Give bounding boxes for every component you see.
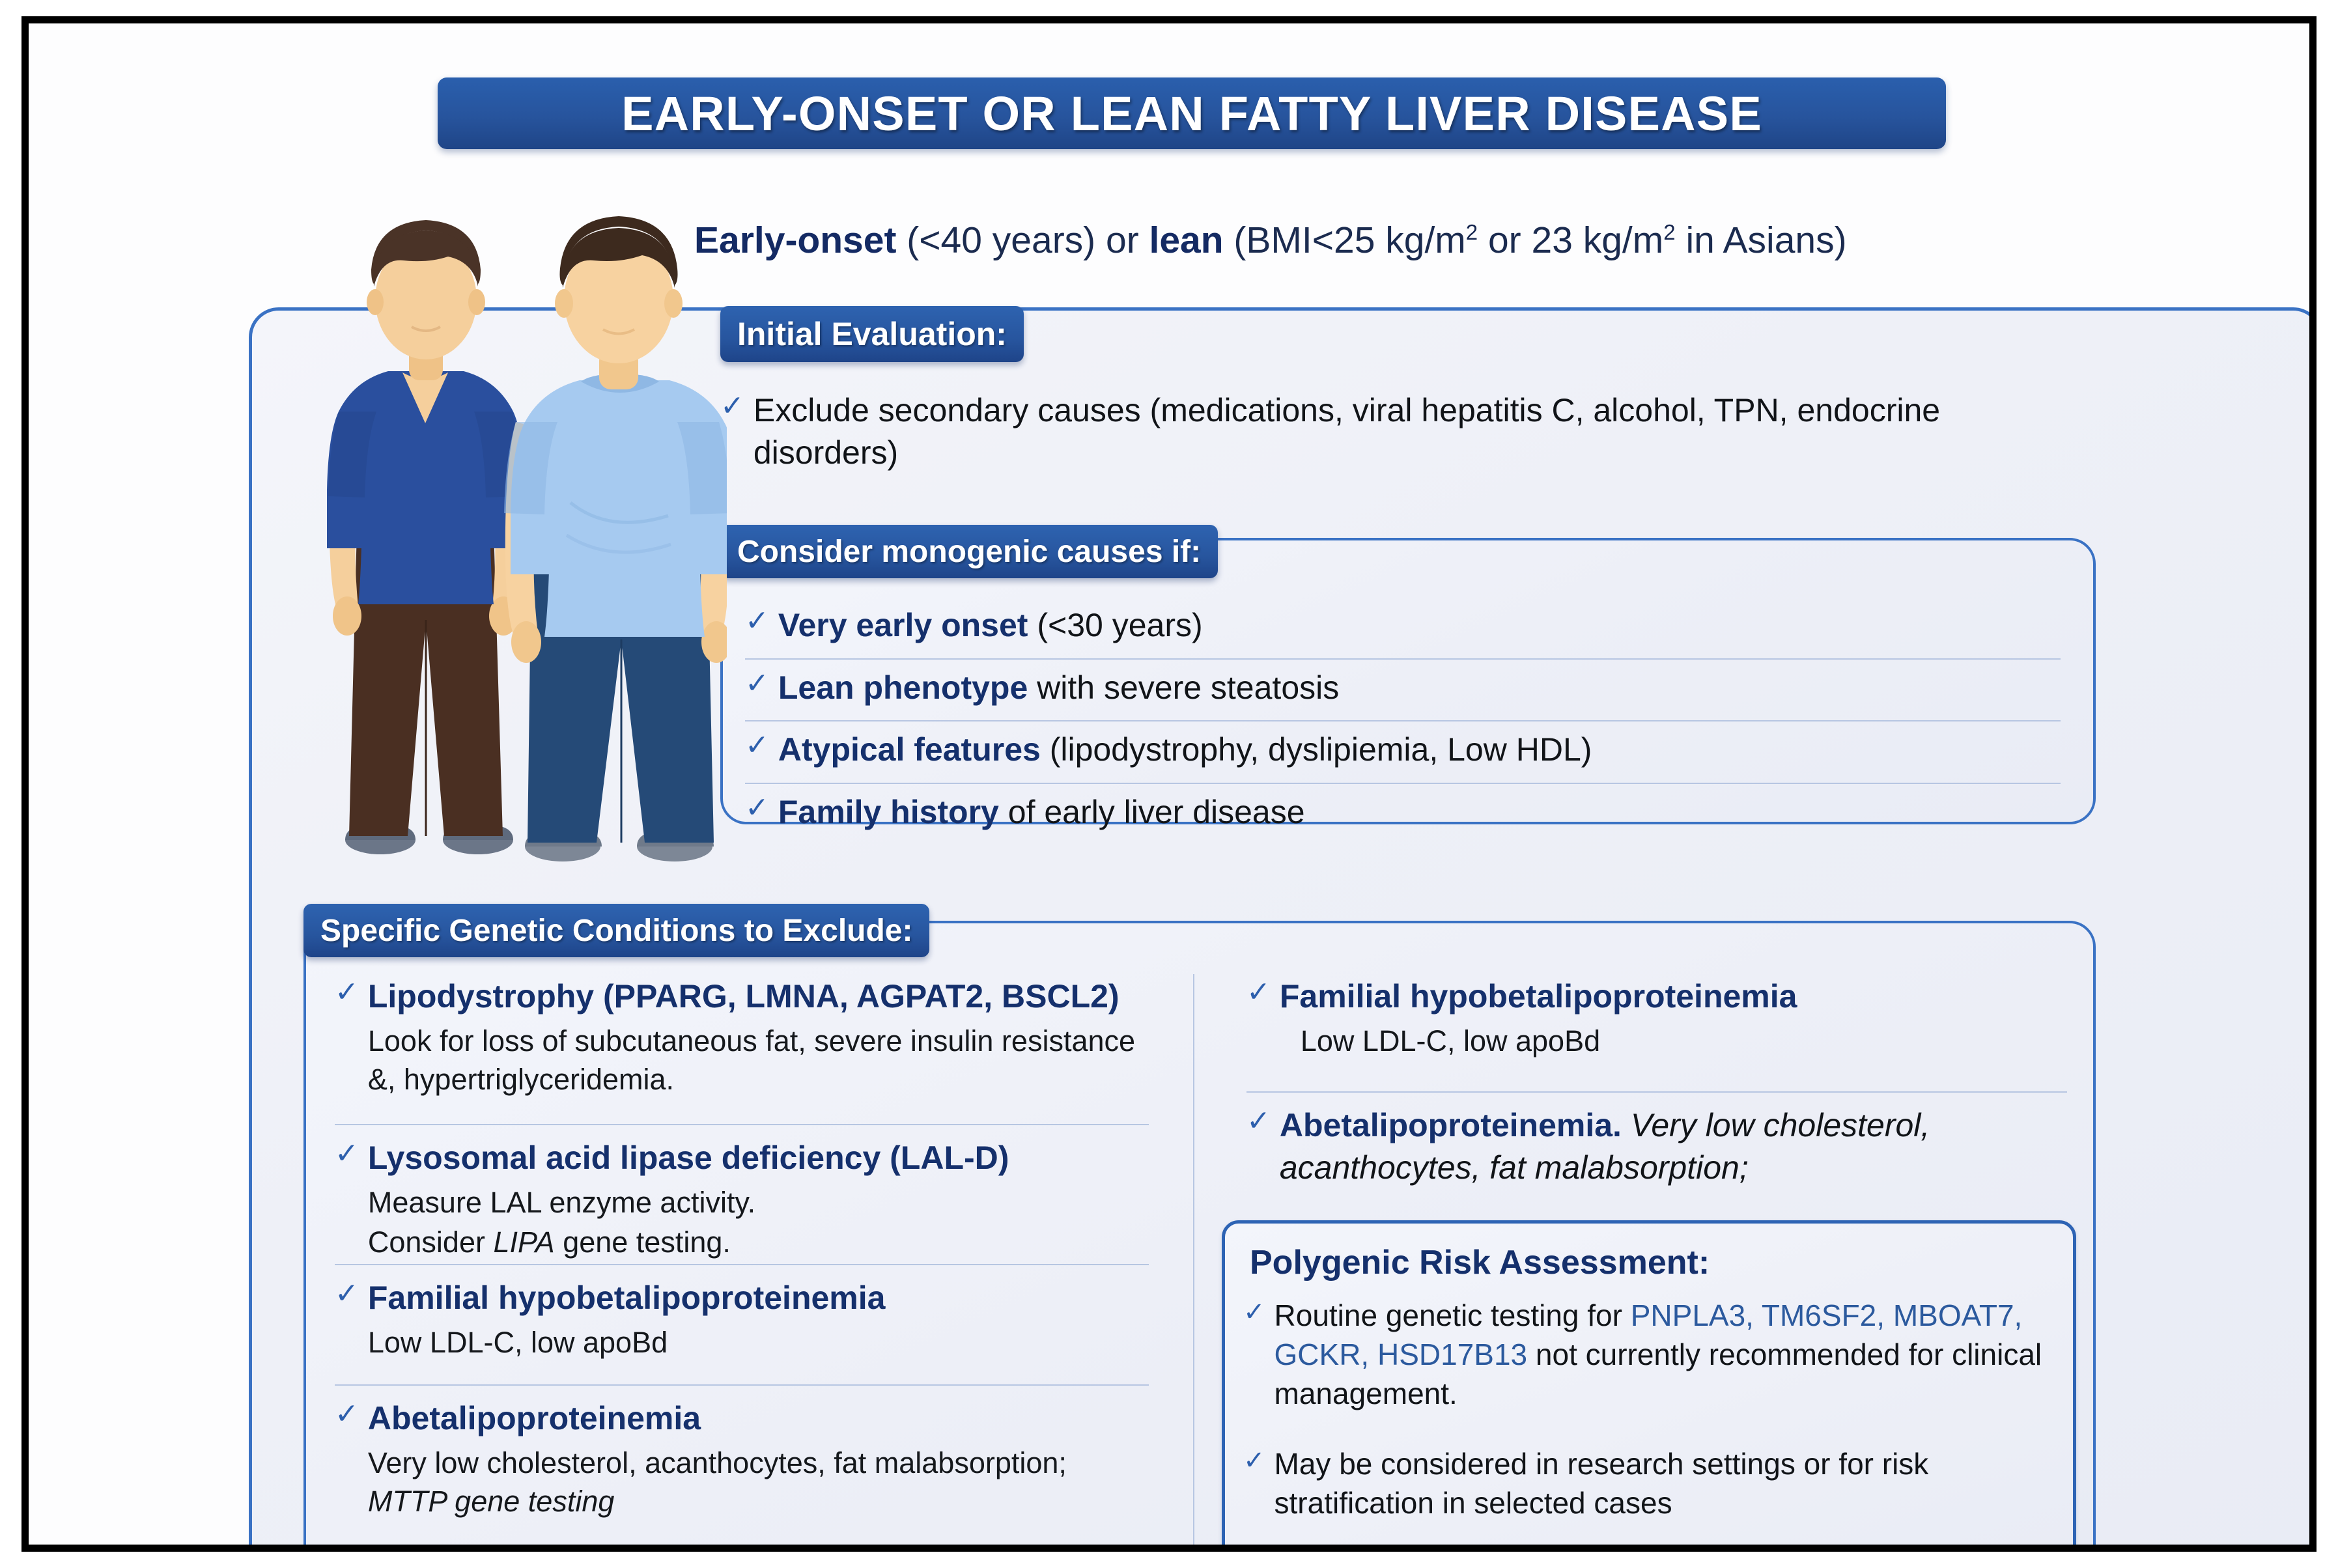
infographic-frame: EARLY-ONSET OR LEAN FATTY LIVER DISEASE … (21, 16, 2317, 1552)
monogenic-causes-box (720, 538, 2096, 824)
checkmark-icon: ✓ (1243, 1446, 1265, 1475)
monogenic-item-3-bold: Family history (778, 794, 999, 830)
person-right-shirt (511, 380, 727, 637)
polygenic-item-0: ✓ Routine genetic testing for PNPLA3, TM… (1243, 1296, 2057, 1413)
monogenic-item-1-rest: with severe steatosis (1028, 669, 1340, 706)
checkmark-icon: ✓ (1246, 976, 1271, 1008)
lipa-post: gene testing. (554, 1225, 731, 1259)
monogenic-causes-header: Consider monogenic causes if: (720, 525, 1218, 578)
genetic-left-item-0: ✓ Lipodystrophy (PPARG, LMNA, AGPAT2, BS… (335, 975, 1149, 1099)
monogenic-item-0: ✓ Very early onset (<30 years) (745, 604, 2061, 647)
genetic-left-item-1-title: Lysosomal acid lipase deficiency (LAL-D) (367, 1140, 1009, 1176)
genetic-left-item-2: ✓ Familial hypobetalipoproteinemia Low L… (335, 1277, 1149, 1362)
subtitle-sup-1: 2 (1465, 220, 1478, 244)
checkmark-icon: ✓ (1243, 1298, 1265, 1326)
checkmark-icon: ✓ (720, 390, 744, 422)
monogenic-item-2-bold: Atypical features (778, 731, 1041, 768)
monogenic-divider-2 (745, 720, 2061, 721)
checkmark-icon: ✓ (335, 1138, 359, 1169)
checkmark-icon: ✓ (1246, 1105, 1271, 1137)
two-people-illustration (327, 216, 727, 861)
genetic-conditions-header: Specific Genetic Conditions to Exclude: (303, 904, 930, 957)
initial-evaluation-header-label: Initial Evaluation: (737, 316, 1007, 352)
person-left-head (375, 240, 477, 359)
abeta-mttp: MTTP gene testing (367, 1485, 615, 1519)
polygenic-risk-box: Polygenic Risk Assessment: ✓ Routine gen… (1222, 1220, 2076, 1545)
checkmark-icon: ✓ (335, 1398, 359, 1430)
polygenic-item-0-genes: PNPLA3, TM6SF2, MBOAT7, GCKR, HSD17B13 (1274, 1298, 2023, 1371)
genetic-conditions-header-label: Specific Genetic Conditions to Exclude: (320, 913, 913, 948)
monogenic-divider-1 (745, 658, 2061, 660)
monogenic-item-0-rest: (<30 years) (1028, 607, 1203, 643)
initial-evaluation-header: Initial Evaluation: (720, 306, 1024, 362)
monogenic-item-0-bold: Very early onset (778, 607, 1028, 643)
genetic-right-item-1: ✓ Abetalipoproteinemia. Very low cholest… (1246, 1104, 2067, 1189)
polygenic-risk-title: Polygenic Risk Assessment: (1250, 1244, 1710, 1281)
subtitle-line: Early-onset (<40 years) or lean (BMI<25 … (694, 220, 2114, 261)
genetic-right-divider-1 (1246, 1091, 2067, 1093)
monogenic-item-3: ✓ Family history of early liver disease (745, 791, 2061, 833)
monogenic-item-2-rest: (lipodystrophy, dyslipiemia, Low HDL) (1040, 731, 1592, 768)
polygenic-item-1-text: May be considered in research settings o… (1274, 1447, 1929, 1520)
genetic-right-item-0-desc: Low LDL-C, low apoBd (1300, 1024, 1601, 1057)
subtitle-sup-2: 2 (1663, 220, 1676, 244)
polygenic-item-0-pre: Routine genetic testing for (1274, 1298, 1631, 1332)
genetic-left-item-1-desc-line1: Measure LAL enzyme activity. (367, 1186, 756, 1219)
genetic-left-item-0-title: Lipodystrophy (PPARG, LMNA, AGPAT2, BSCL… (367, 978, 1120, 1015)
checkmark-icon: ✓ (745, 729, 769, 761)
genetic-left-item-3-desc: Very low cholesterol, acanthocytes, fat … (368, 1444, 1149, 1521)
checkmark-icon: ✓ (335, 1278, 359, 1309)
genetic-left-item-1: ✓ Lysosomal acid lipase deficiency (LAL-… (335, 1137, 1149, 1262)
lipa-gene: LIPA (493, 1225, 555, 1259)
genetic-left-item-3: ✓ Abetalipoproteinemia Very low choleste… (335, 1397, 1149, 1521)
person-right-head (564, 236, 673, 363)
genetic-left-divider-1 (335, 1124, 1149, 1125)
page-title-banner: EARLY-ONSET OR LEAN FATTY LIVER DISEASE (438, 77, 1946, 149)
genetic-left-item-2-desc: Low LDL-C, low apoBd (367, 1326, 668, 1359)
polygenic-item-0-post: not currently recommended for clinical m… (1274, 1337, 2042, 1410)
genetic-left-item-0-desc: Look for loss of subcutaneous fat, sever… (367, 1024, 1136, 1097)
person-left-vneck (402, 372, 448, 423)
subtitle-plain-2b: or 23 kg/m (1478, 219, 1664, 261)
genetic-left-divider-2 (335, 1264, 1149, 1265)
subtitle-plain-2a: (BMI<25 kg/m (1223, 219, 1466, 261)
lipa-pre: Consider (367, 1225, 494, 1259)
page-title: EARLY-ONSET OR LEAN FATTY LIVER DISEASE (621, 86, 1762, 141)
checkmark-icon: ✓ (745, 605, 769, 637)
genetic-left-item-3-title: Abetalipoproteinemia (367, 1400, 701, 1436)
monogenic-item-1: ✓ Lean phenotype with severe steatosis (745, 667, 2061, 709)
initial-evaluation-item-1-text: Exclude secondary causes (medications, v… (753, 392, 1941, 471)
genetic-left-divider-3 (335, 1384, 1149, 1386)
person-right-figure (504, 216, 727, 861)
monogenic-item-1-bold: Lean phenotype (778, 669, 1028, 706)
monogenic-divider-3 (745, 783, 2061, 784)
initial-evaluation-item-1: ✓ Exclude secondary causes (medications,… (720, 389, 2075, 474)
person-left-shirt (327, 371, 525, 604)
checkmark-icon: ✓ (335, 976, 359, 1008)
checkmark-icon: ✓ (745, 792, 769, 824)
subtitle-bold-early-onset: Early-onset (694, 219, 897, 261)
person-left-figure (327, 220, 525, 854)
genetic-columns-divider (1193, 974, 1194, 1545)
monogenic-item-3-rest: of early liver disease (998, 794, 1305, 830)
genetic-right-item-0: ✓ Familial hypobetalipoproteinemia Low L… (1246, 975, 2067, 1060)
abeta-desc-pre: Very low cholesterol, acanthocytes, fat … (367, 1446, 1067, 1479)
person-right-hair (562, 228, 675, 288)
polygenic-item-1: ✓ May be considered in research settings… (1243, 1445, 2057, 1523)
genetic-right-item-1-title: Abetalipoproteinemia. (1279, 1107, 1622, 1143)
genetic-right-item-1-italic: Very low cholesterol, acanthocytes, fat … (1279, 1107, 1930, 1186)
person-left-hair (373, 231, 479, 287)
person-left-pants (349, 529, 503, 836)
genetic-right-item-0-title: Familial hypobetalipoproteinemia (1279, 978, 1797, 1015)
monogenic-causes-header-label: Consider monogenic causes if: (737, 534, 1202, 569)
subtitle-bold-lean: lean (1149, 219, 1224, 261)
monogenic-item-2: ✓ Atypical features (lipodystrophy, dysl… (745, 729, 2061, 771)
checkmark-icon: ✓ (745, 667, 769, 699)
genetic-left-item-2-title: Familial hypobetalipoproteinemia (367, 1280, 886, 1316)
subtitle-plain-2c: in Asians) (1675, 219, 1847, 261)
genetic-left-item-1-desc-line2: Consider LIPA gene testing. (368, 1223, 1149, 1261)
subtitle-plain-1: (<40 years) or (896, 219, 1149, 261)
